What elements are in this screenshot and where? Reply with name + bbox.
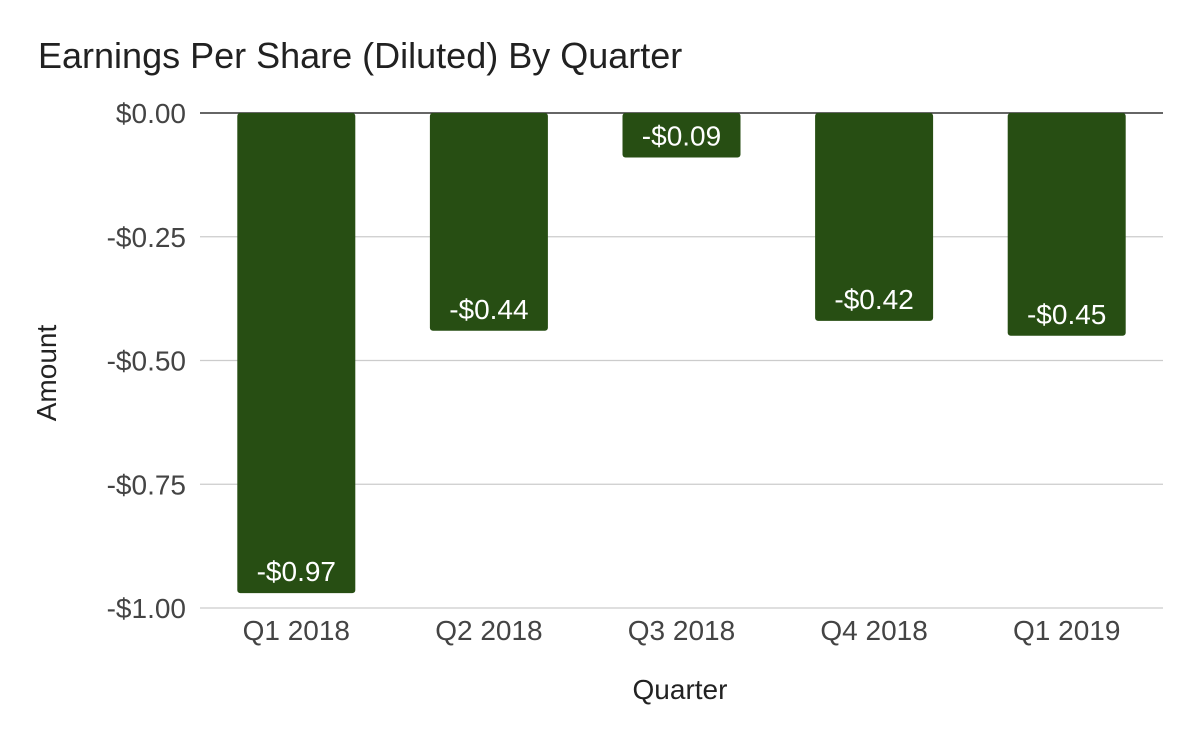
y-axis-title: Amount <box>31 325 62 422</box>
x-tick-label: Q1 2019 <box>1013 615 1120 646</box>
bar <box>815 113 934 321</box>
x-tick-label: Q4 2018 <box>820 615 927 646</box>
bar <box>1007 113 1126 336</box>
x-axis-title: Quarter <box>633 674 728 705</box>
y-tick-label: -$1.00 <box>107 593 186 624</box>
x-axis-ticks: Q1 2018 Q2 2018 Q3 2018 Q4 2018 Q1 2019 <box>243 615 1121 646</box>
data-label: -$0.97 <box>257 556 336 587</box>
bar <box>237 113 356 594</box>
data-label: -$0.09 <box>642 121 721 152</box>
y-axis-ticks: $0.00 -$0.25 -$0.50 -$0.75 -$1.00 <box>107 98 186 624</box>
y-tick-label: -$0.50 <box>107 346 186 377</box>
data-label: -$0.45 <box>1027 299 1106 330</box>
y-tick-label: -$0.75 <box>107 469 186 500</box>
data-label: -$0.42 <box>834 284 913 315</box>
bar <box>429 113 548 331</box>
y-tick-label: -$0.25 <box>107 222 186 253</box>
data-label: -$0.44 <box>449 294 528 325</box>
x-tick-label: Q3 2018 <box>628 615 735 646</box>
x-tick-label: Q2 2018 <box>435 615 542 646</box>
chart-title: Earnings Per Share (Diluted) By Quarter <box>38 35 682 76</box>
x-tick-label: Q1 2018 <box>243 615 350 646</box>
y-tick-label: $0.00 <box>116 98 186 129</box>
bar <box>622 113 741 158</box>
bars <box>237 113 1126 594</box>
data-labels: -$0.97 -$0.44 -$0.09 -$0.42 -$0.45 <box>257 121 1107 588</box>
